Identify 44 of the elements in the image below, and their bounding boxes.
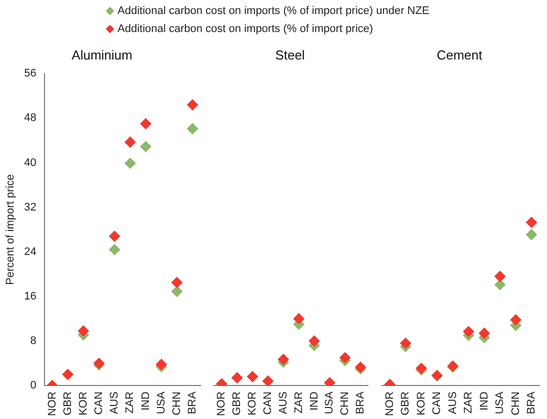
y-tick-label: 8: [30, 335, 36, 348]
y-tick-label: 40: [24, 156, 36, 169]
x-tick-label: KOR: [246, 392, 259, 416]
x-tick-label: AUS: [446, 392, 459, 414]
x-tick-label: ZAR: [124, 392, 136, 414]
x-tick-label: BRA: [186, 390, 199, 414]
x-tick-label: AUS: [108, 392, 121, 414]
x-tick-label: BRA: [526, 390, 538, 414]
x-tick-label: CHN: [510, 392, 522, 416]
y-tick-label: 16: [24, 290, 36, 302]
x-tick-label: GBR: [62, 392, 74, 416]
x-tick-label: ZAR: [292, 392, 305, 414]
x-tick-label: IND: [140, 392, 152, 411]
x-tick-label: KOR: [415, 392, 428, 416]
x-tick-label: NOR: [384, 392, 396, 416]
x-tick-label: CHN: [170, 392, 183, 416]
chart-title: Steel: [275, 47, 305, 62]
x-tick-label: AUS: [277, 392, 290, 414]
x-tick-label: CAN: [93, 392, 106, 415]
y-tick-label: 24: [24, 246, 36, 258]
chart-title: Aluminium: [72, 47, 132, 62]
x-tick-label: IND: [308, 392, 320, 411]
y-tick-label: 0: [30, 380, 36, 392]
y-tick-label: 32: [24, 201, 36, 214]
x-tick-label: NOR: [216, 392, 228, 416]
legend-label: Additional carbon cost on imports (% of import price) under NZE: [118, 5, 430, 17]
chart-title: Cement: [436, 47, 483, 62]
x-tick-label: CAN: [262, 392, 274, 415]
x-tick-label: CHN: [339, 392, 352, 416]
x-tick-label: USA: [494, 390, 506, 414]
y-tick-label: 48: [24, 112, 36, 124]
x-tick-label: GBR: [231, 392, 244, 416]
x-tick-label: NOR: [46, 392, 58, 416]
y-axis-title: Percent of import price: [4, 174, 17, 285]
x-tick-label: CAN: [431, 392, 444, 415]
x-tick-label: USA: [324, 390, 336, 414]
x-tick-label: USA: [155, 390, 168, 414]
x-tick-label: BRA: [354, 390, 367, 414]
x-tick-label: IND: [478, 392, 490, 411]
x-tick-label: GBR: [400, 392, 412, 416]
legend-label: Additional carbon cost on imports (% of import price): [118, 23, 374, 35]
x-tick-label: KOR: [77, 392, 90, 416]
y-tick-label: 56: [24, 68, 36, 80]
x-tick-label: ZAR: [462, 392, 475, 414]
